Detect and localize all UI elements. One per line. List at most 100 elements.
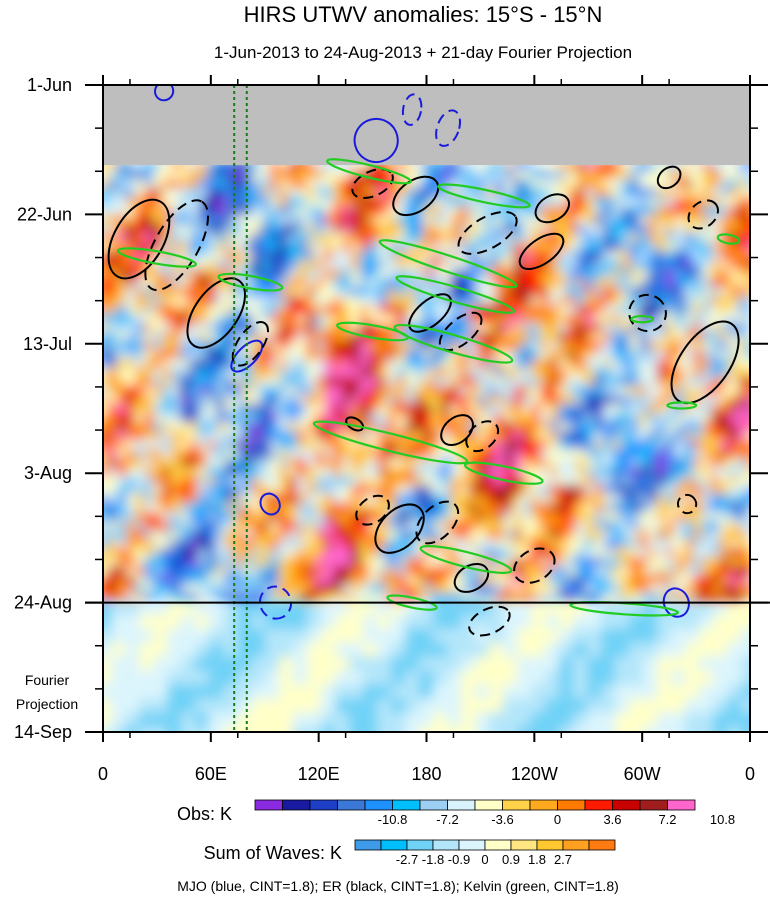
kelvin-contour <box>378 239 518 289</box>
projection-field <box>103 600 750 732</box>
colorbar-label: -0.9 <box>448 852 470 867</box>
colorbar-box <box>474 799 503 811</box>
er-contour <box>465 420 500 453</box>
colorbar-box <box>536 839 564 851</box>
er-contour <box>676 493 698 515</box>
colorbar-box <box>584 799 613 811</box>
wave-contours <box>107 85 741 637</box>
er-contour <box>231 321 269 367</box>
er-contour <box>415 500 460 545</box>
colorbar-box <box>447 799 476 811</box>
colorbar-box <box>337 799 366 811</box>
colorbar-label: 10.8 <box>710 812 735 827</box>
colorbar-box <box>432 839 460 851</box>
colorbar-box <box>406 839 434 851</box>
y-tick-label: 14-Sep <box>14 722 72 742</box>
obs-legend-label: Obs: K <box>177 804 232 824</box>
waves-colorbar: -2.7 -1.8 -0.9 0 0.9 1.8 2.7 <box>354 839 616 867</box>
er-contour <box>144 199 210 292</box>
y-tick-label: 3-Aug <box>24 463 72 483</box>
colorbar-label: 3.6 <box>603 812 621 827</box>
kelvin-contour <box>437 183 531 209</box>
x-tick-label: 120W <box>511 764 558 784</box>
colorbar-box <box>282 799 311 811</box>
colorbar-box <box>667 799 696 811</box>
kelvin-contour <box>116 247 197 268</box>
er-contour <box>468 605 511 637</box>
mjo-contour <box>230 339 264 373</box>
colorbar-box <box>419 799 448 811</box>
colorbar-box <box>502 799 531 811</box>
kelvin-contour <box>217 272 284 292</box>
kelvin-contour <box>419 544 513 574</box>
colorbar-box <box>380 839 408 851</box>
colorbar-label: 0 <box>554 812 561 827</box>
colorbar-box <box>254 799 283 811</box>
axes: 0 60E 120E 180 120W 60W 0 1-Jun 22-Jun 13-Jul 3-Au… <box>14 75 768 784</box>
kelvin-contour <box>336 321 410 342</box>
er-contour <box>513 547 556 584</box>
colorbar-label: 0.9 <box>502 852 520 867</box>
colorbar-box <box>588 839 616 851</box>
kelvin-contour <box>716 233 741 245</box>
kelvin-contour <box>386 594 438 611</box>
colorbar-label: 1.8 <box>528 852 546 867</box>
x-tick-label: 180 <box>411 764 441 784</box>
er-contour <box>457 210 518 255</box>
x-tick-label: 60W <box>624 764 661 784</box>
colorbar-box <box>354 839 382 851</box>
mjo-contour <box>401 93 423 126</box>
colorbar-box <box>309 799 338 811</box>
x-tick-label: 0 <box>745 764 755 784</box>
er-contour <box>355 494 390 526</box>
projection-label-line2: Projection <box>16 696 78 712</box>
missing-data-band <box>103 85 750 166</box>
contour-info: MJO (blue, CINT=1.8); ER (black, CINT=1.… <box>177 878 619 894</box>
er-contour <box>628 293 667 333</box>
er-contour <box>374 503 425 554</box>
y-tick-label: 13-Jul <box>23 334 72 354</box>
colorbar-label: 7.2 <box>658 812 676 827</box>
kelvin-contour <box>393 323 514 364</box>
chart-title: HIRS UTWV anomalies: 15°S - 15°N <box>244 2 603 27</box>
kelvin-contour <box>463 461 544 485</box>
y-tick-label: 24-Aug <box>14 593 72 613</box>
projection-label-line1: Fourier <box>25 672 70 688</box>
er-contour <box>518 232 565 270</box>
waves-legend-label: Sum of Waves: K <box>204 843 342 863</box>
colorbar-label: -7.2 <box>436 812 458 827</box>
er-contour <box>440 414 474 446</box>
colorbar-box <box>639 799 668 811</box>
colorbar-box <box>484 839 512 851</box>
colorbar-label: 0 <box>481 852 488 867</box>
plot-area <box>103 85 750 732</box>
colorbar-box <box>510 839 538 851</box>
mjo-contour <box>258 585 293 620</box>
x-tick-label: 120E <box>298 764 340 784</box>
kelvin-contour <box>666 401 698 410</box>
colorbar-label: -2.7 <box>396 852 418 867</box>
colorbar-box <box>562 839 590 851</box>
er-contour <box>687 199 719 230</box>
er-contour <box>534 193 571 224</box>
er-contour <box>408 293 452 333</box>
er-contour <box>351 168 394 200</box>
x-tick-label: 60E <box>195 764 227 784</box>
kelvin-contour <box>312 420 469 465</box>
colorbar-box <box>392 799 421 811</box>
colorbar-box <box>458 839 486 851</box>
x-tick-label: 0 <box>98 764 108 784</box>
colorbar-box <box>364 799 393 811</box>
kelvin-contour <box>326 158 412 185</box>
colorbar-label: -3.6 <box>491 812 513 827</box>
colorbar-box <box>557 799 586 811</box>
mjo-contour <box>353 117 399 164</box>
er-contour <box>438 311 483 352</box>
y-tick-label: 1-Jun <box>27 75 72 95</box>
chart-subtitle: 1-Jun-2013 to 24-Aug-2013 + 21-day Fouri… <box>214 43 632 62</box>
colorbar-label: -10.8 <box>378 812 408 827</box>
er-contour <box>345 416 365 432</box>
kelvin-contour <box>395 275 516 314</box>
er-contour <box>656 165 682 190</box>
